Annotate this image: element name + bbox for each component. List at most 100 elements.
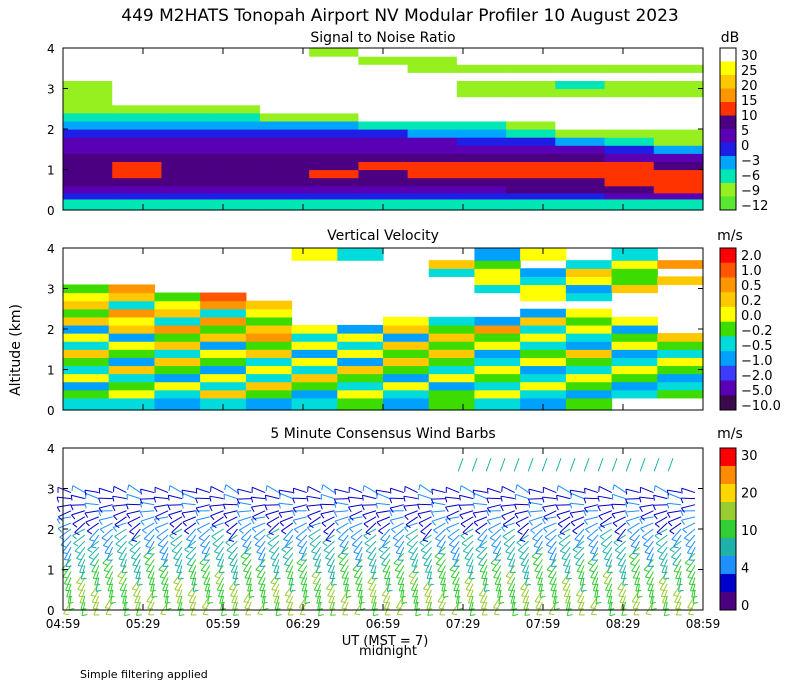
vv-cell (154, 349, 201, 358)
wind-barb-flag (688, 613, 694, 616)
wind-barb-flag (431, 520, 436, 526)
wind-barb-flag (644, 551, 651, 555)
wind-barb (406, 534, 418, 545)
snr-cell (112, 145, 163, 154)
snr-cell (506, 185, 556, 194)
snr-cell (555, 72, 606, 81)
snr-colorbar-swatch (720, 156, 736, 170)
wind-barb (229, 553, 238, 566)
vv-cell (474, 397, 521, 411)
wind-barb-flag (297, 545, 303, 548)
snr-cell (161, 185, 212, 194)
wind-barb-flag (299, 576, 305, 579)
vv-cell (383, 381, 430, 391)
wind-barb-flag (364, 542, 370, 547)
vv-cell (428, 373, 476, 383)
snr-cell (63, 56, 113, 65)
vv-cell (565, 365, 613, 375)
wind-barb (201, 540, 211, 554)
snr-cell (358, 153, 409, 162)
wind-barb-flag (520, 564, 527, 567)
wind-barb (448, 534, 460, 546)
wind-barb (682, 522, 696, 530)
wind-barb-flag (206, 596, 212, 598)
vv-cell (565, 276, 613, 286)
wind-barb-flag (125, 504, 129, 510)
wind-barb (283, 528, 294, 540)
wind-barb-flag (556, 514, 561, 520)
wind-barb (128, 534, 141, 544)
wind-barb (617, 577, 627, 590)
vv-cell (611, 316, 658, 326)
wind-barb-flag (181, 512, 186, 518)
wind-barb (320, 493, 335, 500)
wind-barb-flag (637, 595, 643, 598)
wind-barb-flag (98, 497, 101, 504)
wind-barb (656, 522, 668, 533)
vv-cell (474, 357, 521, 367)
wind-barb-flag (422, 539, 429, 543)
wind-barb-flag (583, 519, 588, 525)
wind-barb-flag (558, 542, 564, 547)
wind-barb (184, 522, 197, 532)
wind-barb-flag (109, 596, 115, 598)
wind-barb-flag (403, 505, 407, 512)
wind-barb (226, 522, 238, 533)
wind-barb-flag (267, 542, 273, 547)
snr-cell (604, 120, 655, 130)
wind-barb-flag (336, 529, 341, 534)
wind-barb-flag (653, 485, 656, 491)
vv-cell (108, 341, 156, 350)
wind-barb-flag (171, 532, 177, 536)
snr-colorbar-swatch (720, 61, 736, 76)
wind-barb (658, 546, 668, 559)
vv-cell (383, 341, 430, 350)
snr-cell (161, 104, 212, 114)
wind-barb-flag (424, 595, 431, 598)
snr-cell (358, 129, 409, 138)
wind-barb (76, 571, 86, 584)
snr-cell (456, 96, 507, 106)
snr-cell (63, 72, 113, 81)
wind-barb (528, 516, 543, 522)
wind-barb-flag (594, 596, 601, 598)
wind-barb (628, 546, 640, 557)
snr-cell (259, 153, 310, 162)
wind-barb-flag (308, 524, 314, 529)
snr-cell (161, 161, 212, 171)
wind-barb (423, 577, 432, 590)
wind-barb (116, 540, 127, 553)
wind-barb (505, 565, 516, 577)
x-axis-note: midnight (359, 644, 417, 659)
figure-title: 449 M2HATS Tonopah Airport NV Modular Pr… (121, 6, 678, 26)
wind-barb (572, 540, 585, 550)
wind-barb-flag (465, 589, 472, 591)
wind-barb-flag (233, 614, 239, 616)
wind-barb (278, 489, 293, 494)
snr-cell (309, 88, 359, 98)
snr-cell (309, 145, 359, 154)
snr-cell (161, 80, 212, 90)
wind-barb-flag (672, 563, 679, 567)
wind-barb-flag (464, 582, 471, 585)
wind-barb-flag (511, 608, 518, 611)
wind-barb-flag (141, 529, 147, 534)
wind-barb-flag (212, 543, 218, 548)
wind-barb-flag (418, 484, 421, 491)
snr-cell (555, 129, 606, 138)
wind-barb-flag (146, 570, 152, 573)
snr-cell (259, 169, 310, 179)
snr-cell (309, 129, 359, 138)
vv-cell (337, 365, 384, 375)
wind-barb-flag (542, 506, 546, 512)
wind-barb-flag (449, 544, 455, 548)
wind-barb (437, 559, 446, 572)
snr-cell (555, 120, 606, 130)
wind-barb (89, 552, 100, 565)
vv-colorbar-label: 0.5 (741, 279, 762, 294)
wind-barb (210, 510, 224, 517)
wind-barb-flag (598, 527, 603, 532)
wind-barb (87, 540, 100, 550)
wind-barb-flag (517, 549, 524, 554)
wind-barb (322, 484, 335, 493)
